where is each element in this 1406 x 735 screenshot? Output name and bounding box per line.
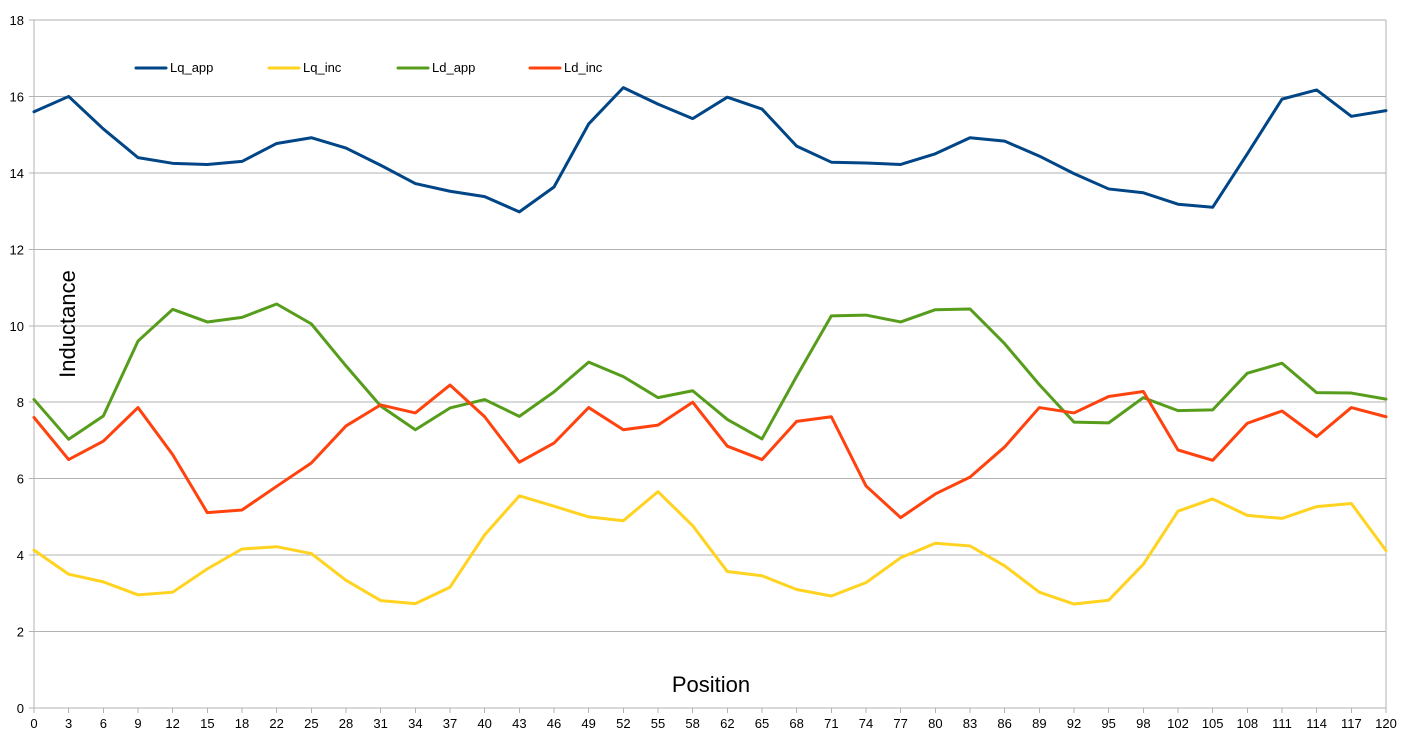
x-tick-label: 68 (789, 716, 803, 731)
x-tick-label: 74 (859, 716, 873, 731)
x-tick-label: 25 (304, 716, 318, 731)
x-tick-label: 77 (893, 716, 907, 731)
x-axis-title: Position (672, 672, 750, 697)
y-tick-label: 12 (10, 242, 24, 257)
x-tick-label: 18 (235, 716, 249, 731)
x-tick-label: 40 (477, 716, 491, 731)
x-tick-label: 80 (928, 716, 942, 731)
y-tick-label: 6 (17, 472, 24, 487)
x-tick-label: 0 (30, 716, 37, 731)
y-tick-label: 0 (17, 701, 24, 716)
x-tick-label: 22 (269, 716, 283, 731)
y-tick-label: 10 (10, 319, 24, 334)
x-tick-label: 86 (997, 716, 1011, 731)
x-tick-label: 83 (963, 716, 977, 731)
x-tick-label: 111 (1272, 716, 1292, 731)
x-tick-label: 49 (581, 716, 595, 731)
y-tick-label: 14 (10, 166, 24, 181)
y-tick-label: 2 (17, 625, 24, 640)
legend-label-ld-app: Ld_app (432, 60, 475, 75)
x-tick-label: 65 (755, 716, 769, 731)
x-tick-label: 89 (1032, 716, 1046, 731)
y-axis-ticks: 0 2 4 6 8 10 12 14 16 18 (10, 13, 34, 716)
x-tick-label: 52 (616, 716, 630, 731)
legend: Lq_app Lq_inc Ld_app Ld_inc (134, 60, 603, 75)
x-tick-label: 6 (100, 716, 107, 731)
x-tick-label: 71 (824, 716, 838, 731)
series-line-lq-inc (32, 490, 1388, 606)
x-tick-label: 98 (1136, 716, 1150, 731)
series-line-lq-app (32, 86, 1388, 214)
y-tick-label: 4 (17, 548, 24, 563)
x-tick-label: 108 (1236, 716, 1258, 731)
legend-label-ld-inc: Ld_inc (564, 60, 603, 75)
x-tick-label: 9 (134, 716, 141, 731)
y-tick-label: 18 (10, 13, 24, 28)
x-tick-label: 92 (1067, 716, 1081, 731)
x-tick-label: 31 (373, 716, 387, 731)
legend-label-lq-app: Lq_app (170, 60, 213, 75)
x-tick-label: 15 (200, 716, 214, 731)
x-tick-label: 114 (1306, 716, 1327, 731)
x-tick-label: 34 (408, 716, 422, 731)
y-axis-title: Inductance (55, 270, 80, 378)
x-tick-label: 117 (1341, 716, 1362, 731)
x-tick-label: 3 (65, 716, 72, 731)
x-tick-label: 105 (1202, 716, 1224, 731)
series-line-ld-inc (32, 383, 1388, 520)
x-tick-label: 95 (1101, 716, 1115, 731)
x-tick-label: 102 (1167, 716, 1189, 731)
y-tick-label: 16 (10, 89, 24, 104)
x-axis-ticks: 0 3 6 9 12 15 18 22 25 28 31 34 37 40 43 46 49 52 55 58 62 65… (30, 708, 1397, 731)
x-tick-label: 37 (443, 716, 457, 731)
series-lines (32, 86, 1388, 606)
series-line-ld-app (32, 302, 1388, 441)
y-tick-label: 8 (17, 395, 24, 410)
x-tick-label: 46 (547, 716, 561, 731)
x-tick-label: 58 (685, 716, 699, 731)
x-tick-label: 43 (512, 716, 526, 731)
x-tick-label: 12 (165, 716, 179, 731)
legend-label-lq-inc: Lq_inc (303, 60, 342, 75)
x-tick-label: 28 (339, 716, 353, 731)
x-tick-label: 120 (1375, 716, 1397, 731)
grid-lines (34, 19, 1386, 709)
axes (33, 20, 1387, 713)
x-tick-label: 62 (720, 716, 734, 731)
x-tick-label: 55 (651, 716, 665, 731)
